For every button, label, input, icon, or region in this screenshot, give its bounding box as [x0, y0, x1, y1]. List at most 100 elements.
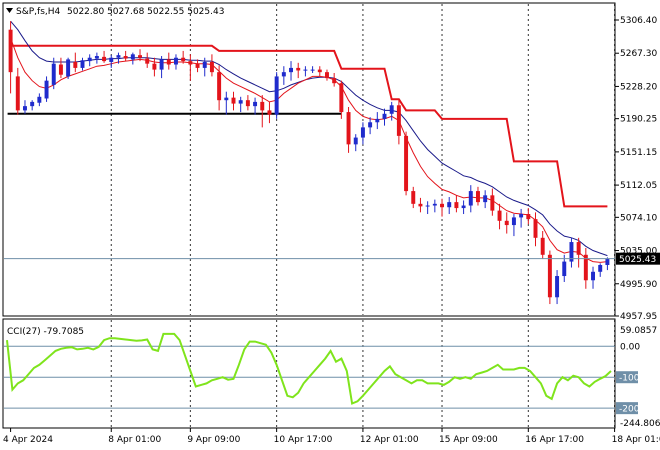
candle-body — [411, 191, 416, 204]
candle-body — [605, 259, 610, 265]
cci-line — [6, 332, 612, 405]
cci-polyline — [6, 332, 612, 405]
price-tick-label: 5112.05 — [620, 181, 657, 191]
candle-body — [483, 195, 488, 203]
candle-body — [497, 210, 502, 221]
time-tick-label: 18 Apr 01:00 — [612, 435, 660, 445]
current-price-badge — [616, 252, 660, 265]
candle-body — [425, 205, 430, 207]
candle-body — [569, 242, 574, 262]
candle-body — [346, 112, 351, 145]
candle-body — [339, 83, 344, 113]
candle-body — [73, 61, 78, 68]
candle-body — [8, 29, 13, 73]
candle-body — [289, 67, 294, 73]
candle-body — [576, 242, 581, 255]
candle-body — [461, 205, 466, 209]
chart-symbol: S&P,fs,H4 — [16, 7, 61, 17]
candle-body — [166, 59, 171, 65]
time-tick-label: 9 Apr 09:00 — [187, 435, 240, 445]
candle-body — [310, 69, 315, 71]
cci-level-badge — [616, 371, 638, 384]
candle-body — [490, 195, 495, 211]
candle-body — [181, 57, 186, 62]
candle-body — [231, 97, 236, 104]
candle-body — [404, 135, 409, 192]
price-tick-label: 4995.90 — [620, 280, 657, 290]
candle-body — [66, 59, 71, 77]
candle-body — [58, 64, 63, 75]
candle-body — [591, 271, 596, 281]
candle-body — [145, 58, 150, 64]
candle-body — [440, 203, 445, 208]
cci-tick-label: -100 — [619, 374, 640, 384]
candle-body — [332, 78, 337, 84]
envelope-line — [10, 44, 608, 208]
candle-body — [396, 105, 401, 136]
candle-body — [188, 61, 193, 65]
cci-title: CCI(27) -79.7085 — [7, 327, 84, 337]
candle-body — [238, 100, 243, 104]
price-tick-label: 5306.40 — [620, 16, 657, 26]
candle-body — [87, 57, 92, 62]
candle-body — [598, 264, 603, 272]
price-tick-label: 5228.20 — [620, 82, 657, 92]
candle-body — [296, 67, 301, 71]
candle-body — [555, 276, 560, 298]
candle-body — [375, 118, 380, 123]
ma-fast-line — [10, 38, 608, 263]
chart-ohlc: 5022.80 5027.68 5022.55 5025.43 — [67, 7, 224, 17]
candle-body — [267, 110, 272, 115]
candle-body — [324, 72, 329, 79]
time-tick-label: 8 Apr 01:00 — [108, 435, 161, 445]
candle-body — [202, 61, 207, 68]
candle-body — [519, 214, 524, 218]
candle-body — [253, 101, 258, 107]
candle-body — [360, 127, 365, 138]
candle-body — [533, 219, 538, 238]
cci-tick-label: 59.0857 — [620, 326, 657, 336]
candle-body — [173, 57, 178, 65]
candle-body — [224, 97, 229, 101]
cci-tick-label: -200 — [619, 405, 640, 415]
candle-body — [109, 57, 114, 62]
candle-body — [37, 96, 42, 103]
candle-body — [44, 80, 49, 99]
time-tick-label: 10 Apr 17:00 — [274, 435, 333, 445]
candle-body — [80, 60, 85, 68]
candles — [8, 21, 610, 305]
candle-body — [195, 63, 200, 68]
time-axis: 4 Apr 2024 8 Apr 01:00 9 Apr 09:00 10 Apr 1… — [3, 428, 660, 445]
candle-body — [418, 203, 423, 207]
candle-body — [432, 203, 437, 206]
time-tick-label: 15 Apr 09:00 — [439, 435, 498, 445]
candle-body — [260, 101, 265, 111]
candle-body — [583, 254, 588, 281]
candle-body — [526, 214, 531, 220]
candle-body — [317, 69, 322, 73]
candle-body — [15, 76, 20, 111]
time-tick-label: 12 Apr 01:00 — [360, 435, 419, 445]
candle-body — [382, 113, 387, 119]
candle-body — [504, 220, 509, 226]
candle-body — [368, 122, 373, 128]
candle-body — [454, 202, 459, 209]
candle-body — [22, 106, 27, 111]
price-tick-label: 5035.00 — [620, 247, 657, 257]
cci-pane[interactable] — [2, 318, 616, 429]
collapse-triangle-icon[interactable] — [6, 8, 13, 13]
time-tick-label: 4 Apr 2024 — [3, 435, 53, 445]
price-tick-label: 5074.10 — [620, 213, 657, 223]
candle-body — [51, 63, 56, 85]
price-axis: 5306.40 5267.30 5228.20 5190.25 5151.15 5112.… — [4, 16, 660, 322]
candle-body — [562, 261, 567, 277]
cci-tick-label: 0.00 — [620, 342, 640, 352]
candle-body — [274, 76, 279, 115]
cci-axis: 59.0857 0.00 -100 -200 -244.8067 — [616, 326, 660, 429]
candle-body — [511, 217, 516, 226]
candle-body — [123, 56, 128, 59]
candle-body — [116, 55, 121, 58]
candle-body — [30, 101, 35, 107]
price-tick-label: 5267.30 — [620, 49, 657, 59]
